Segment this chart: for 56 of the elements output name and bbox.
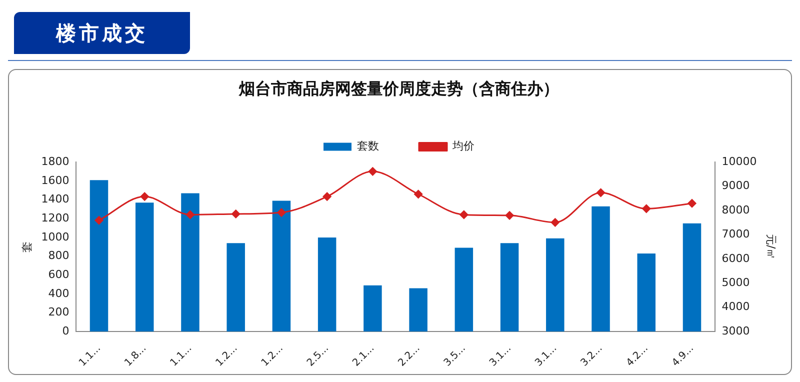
chart-subtitle: 楼市成交: [14, 12, 190, 54]
point: [414, 190, 423, 198]
x-tick-label: 4.9...: [670, 342, 696, 369]
y2-tick-label: 6000: [722, 252, 750, 265]
x-tick-label: 1.2...: [214, 342, 240, 369]
y-tick-label: 1800: [41, 155, 70, 168]
bar: [364, 285, 382, 332]
legend-label: 套数: [357, 140, 379, 153]
y2-tick-label: 10000: [722, 155, 757, 168]
point: [688, 199, 696, 208]
bar: [592, 206, 610, 332]
y-tick-label: 1000: [41, 230, 70, 244]
y-tick-label: 1600: [41, 174, 70, 187]
point: [596, 188, 606, 197]
bar: [135, 202, 154, 332]
y2-tick-label: 7000: [722, 228, 750, 241]
x-tick-label: 1.1...: [168, 342, 194, 369]
point: [186, 210, 194, 219]
y-tick-label: 200: [48, 306, 70, 319]
bar: [546, 238, 564, 332]
bar: [682, 223, 702, 332]
point: [460, 210, 468, 219]
y2-tick-label: 9000: [722, 179, 750, 192]
point: [368, 167, 377, 176]
point: [94, 216, 104, 225]
y-tick-label: 400: [48, 286, 70, 300]
bar: [500, 243, 519, 332]
x-tick-label: 4.2...: [624, 342, 650, 369]
y-tick-label: 800: [48, 249, 70, 262]
bar: [90, 180, 108, 332]
bar: [226, 243, 245, 332]
bar: [272, 200, 291, 332]
point: [232, 210, 240, 218]
y2-tick-label: 3000: [722, 324, 750, 338]
bar: [181, 193, 200, 332]
y-tick-label: 1200: [41, 212, 70, 224]
point: [550, 218, 560, 227]
y2-axis-title: 元/㎡: [764, 234, 778, 260]
point: [505, 211, 514, 220]
legend-label: 均价: [452, 140, 474, 153]
y-tick-label: 1400: [41, 192, 70, 206]
bar: [637, 253, 656, 332]
bar: [318, 237, 336, 332]
bar: [409, 288, 428, 332]
point: [322, 192, 332, 201]
point: [642, 204, 651, 213]
point: [277, 208, 286, 217]
point: [140, 192, 149, 201]
y2-tick-label: 4000: [722, 300, 750, 314]
y2-tick-label: 5000: [722, 276, 750, 290]
y-tick-label: 0: [62, 324, 70, 338]
y2-tick-label: 8000: [722, 203, 750, 216]
y-tick-label: 600: [48, 268, 70, 281]
y-axis-title: 套: [20, 241, 34, 252]
bar: [454, 248, 474, 332]
chart-title: 烟台市商品房网签量价周度走势（含商住办）: [238, 78, 559, 98]
